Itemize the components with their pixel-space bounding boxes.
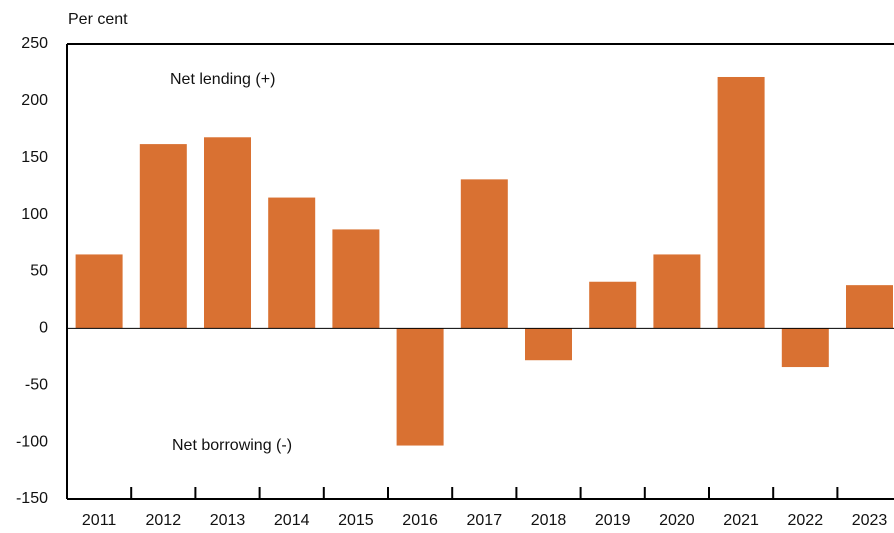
bar — [846, 285, 893, 329]
x-tick-label: 2022 — [788, 512, 824, 529]
bar — [460, 179, 508, 329]
bar — [204, 137, 251, 329]
x-tick-label: 2019 — [595, 512, 631, 529]
y-tick-label: 250 — [21, 35, 48, 52]
x-tick-label: 2020 — [659, 512, 695, 529]
bar — [653, 254, 701, 329]
x-tick-label: 2021 — [723, 512, 759, 529]
bar — [781, 328, 829, 368]
bar — [396, 328, 444, 446]
x-tick-label: 2012 — [146, 512, 182, 529]
x-tick-label: 2011 — [82, 512, 117, 529]
y-tick-label: -50 — [25, 376, 48, 393]
x-tick-label: 2023 — [852, 512, 888, 529]
x-tick-label: 2017 — [467, 512, 503, 529]
y-tick-label: 0 — [39, 320, 48, 337]
bar — [589, 281, 637, 329]
x-tick-label: 2015 — [338, 512, 374, 529]
y-axis-label: Per cent — [68, 11, 128, 28]
x-tick-label: 2016 — [402, 512, 438, 529]
bar — [268, 197, 316, 329]
y-tick-label: 100 — [21, 206, 48, 223]
y-tick-label: 50 — [30, 263, 48, 280]
y-tick-label: -100 — [16, 433, 48, 450]
bar — [525, 328, 572, 361]
bar — [139, 144, 187, 329]
bar — [717, 76, 765, 329]
annotation: Net lending (+) — [170, 71, 275, 88]
bar — [75, 254, 123, 329]
x-tick-label: 2013 — [210, 512, 246, 529]
y-tick-label: -150 — [16, 490, 48, 507]
x-tick-label: 2014 — [274, 512, 310, 529]
y-tick-label: 200 — [21, 92, 48, 109]
y-tick-label: 150 — [21, 149, 48, 166]
x-tick-label: 2018 — [531, 512, 567, 529]
annotation: Net borrowing (-) — [172, 437, 292, 454]
bar — [332, 229, 380, 329]
